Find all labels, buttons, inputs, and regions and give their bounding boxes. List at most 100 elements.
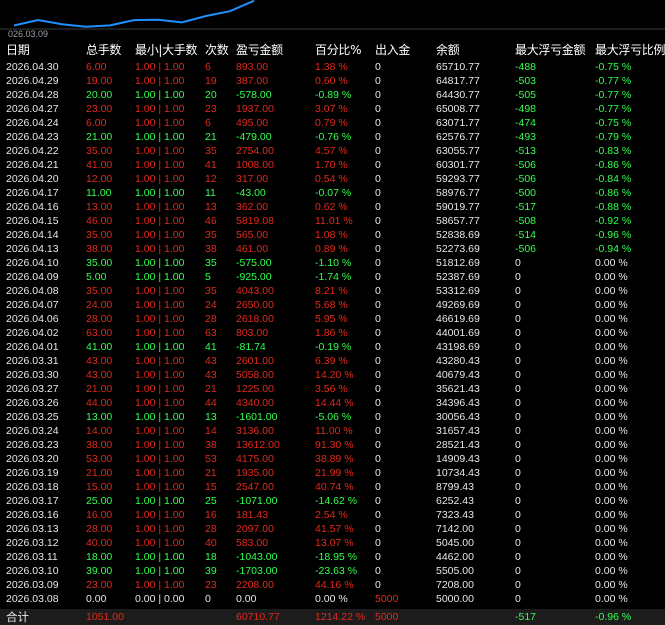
table-row[interactable]: 2026.03.31 43.00 1.00 | 1.00 43 2601.00 6.39 … xyxy=(0,354,665,368)
row-pnl: 181.43 xyxy=(236,509,269,521)
row-percent: 0.60 % xyxy=(315,75,348,87)
table-row[interactable]: 2026.04.30 6.00 1.00 | 1.00 6 893.00 1.38 % 0 6… xyxy=(0,60,665,74)
header-date[interactable]: 日期 xyxy=(6,43,30,57)
table-row[interactable]: 2026.03.17 25.00 1.00 | 1.00 25 -1071.00 -14.… xyxy=(0,494,665,508)
table-row[interactable]: 2026.03.27 21.00 1.00 | 1.00 21 1225.00 3.56 … xyxy=(0,382,665,396)
row-date: 2026.03.25 xyxy=(6,411,59,423)
row-total-lots: 40.00 xyxy=(86,537,113,549)
table-row[interactable]: 2026.03.12 40.00 1.00 | 1.00 40 583.00 13.07 … xyxy=(0,536,665,550)
row-count: 19 xyxy=(205,75,217,87)
row-min-max-lots: 1.00 | 1.00 xyxy=(135,495,185,507)
table-row[interactable]: 2026.04.21 41.00 1.00 | 1.00 41 1008.00 1.70 … xyxy=(0,158,665,172)
table-row[interactable]: 2026.04.22 35.00 1.00 | 1.00 35 2754.00 4.57 … xyxy=(0,144,665,158)
table-row[interactable]: 2026.04.02 63.00 1.00 | 1.00 63 803.00 1.86 %… xyxy=(0,326,665,340)
table-row[interactable]: 2026.04.08 35.00 1.00 | 1.00 35 4043.00 8.21 … xyxy=(0,284,665,298)
row-max-drawdown: 0 xyxy=(515,411,521,423)
row-count: 21 xyxy=(205,467,217,479)
table-row[interactable]: 2026.03.26 44.00 1.00 | 1.00 44 4340.00 14.44… xyxy=(0,396,665,410)
row-min-max-lots: 1.00 | 1.00 xyxy=(135,257,185,269)
table-row[interactable]: 2026.04.28 20.00 1.00 | 1.00 20 -578.00 -0.89… xyxy=(0,88,665,102)
row-percent: 2.54 % xyxy=(315,509,348,521)
row-percent: -0.76 % xyxy=(315,131,352,143)
header-max-drawdown[interactable]: 最大浮亏金额 xyxy=(515,43,586,57)
row-total-lots: 35.00 xyxy=(86,229,113,241)
row-deposit: 0 xyxy=(375,187,381,199)
table-row[interactable]: 2026.03.11 18.00 1.00 | 1.00 18 -1043.00 -18.… xyxy=(0,550,665,564)
row-total-lots: 53.00 xyxy=(86,453,113,465)
row-count: 41 xyxy=(205,159,217,171)
row-max-drawdown-pct: 0.00 % xyxy=(595,565,628,577)
table-row[interactable]: 2026.04.29 19.00 1.00 | 1.00 19 387.00 0.60 %… xyxy=(0,74,665,88)
table-row[interactable]: 2026.03.10 39.00 1.00 | 1.00 39 -1703.00 -23.… xyxy=(0,564,665,578)
header-total-lots[interactable]: 总手数 xyxy=(86,43,122,57)
table-row[interactable]: 2026.04.17 11.00 1.00 | 1.00 11 -43.00 -0.07 … xyxy=(0,186,665,200)
total-row: 合计 1051.00 60710.77 1214.22 % 5000 -517 … xyxy=(0,609,665,625)
row-max-drawdown: 0 xyxy=(515,341,521,353)
row-balance: 58976.77 xyxy=(436,187,480,199)
row-count: 28 xyxy=(205,313,217,325)
row-percent: 6.39 % xyxy=(315,355,348,367)
table-row[interactable]: 2026.04.10 35.00 1.00 | 1.00 35 -575.00 -1.10… xyxy=(0,256,665,270)
equity-chart: 026.03.09 xyxy=(0,0,665,40)
row-max-drawdown: 0 xyxy=(515,369,521,381)
row-percent: 21.99 % xyxy=(315,467,354,479)
row-pnl: 387.00 xyxy=(236,75,269,87)
row-min-max-lots: 1.00 | 1.00 xyxy=(135,145,185,157)
header-deposit[interactable]: 出入金 xyxy=(375,43,411,57)
table-row[interactable]: 2026.04.14 35.00 1.00 | 1.00 35 565.00 1.08 %… xyxy=(0,228,665,242)
table-row[interactable]: 2026.04.27 23.00 1.00 | 1.00 23 1937.00 3.07 … xyxy=(0,102,665,116)
table-row[interactable]: 2026.03.20 53.00 1.00 | 1.00 53 4175.00 38.89… xyxy=(0,452,665,466)
row-pnl: 1937.00 xyxy=(236,103,274,115)
table-row[interactable]: 2026.04.15 46.00 1.00 | 1.00 46 5819.08 11.01… xyxy=(0,214,665,228)
row-total-lots: 20.00 xyxy=(86,89,113,101)
row-deposit: 0 xyxy=(375,61,381,73)
row-balance: 7323.43 xyxy=(436,509,474,521)
row-percent: 13.07 % xyxy=(315,537,354,549)
row-max-drawdown-pct: -0.75 % xyxy=(595,117,632,129)
row-deposit: 0 xyxy=(375,131,381,143)
table-row[interactable]: 2026.03.16 16.00 1.00 | 1.00 16 181.43 2.54 %… xyxy=(0,508,665,522)
row-max-drawdown-pct: 0.00 % xyxy=(595,257,628,269)
table-row[interactable]: 2026.04.24 6.00 1.00 | 1.00 6 495.00 0.79 % 0 6… xyxy=(0,116,665,130)
table-row[interactable]: 2026.04.06 28.00 1.00 | 1.00 28 2618.00 5.95 … xyxy=(0,312,665,326)
table-row[interactable]: 2026.04.07 24.00 1.00 | 1.00 24 2650.00 5.68 … xyxy=(0,298,665,312)
row-max-drawdown: 0 xyxy=(515,537,521,549)
row-date: 2026.03.09 xyxy=(6,579,59,591)
header-min-max-lots[interactable]: 最小|大手数 xyxy=(135,43,198,57)
row-pnl: -578.00 xyxy=(236,89,272,101)
row-deposit: 0 xyxy=(375,439,381,451)
row-date: 2026.04.23 xyxy=(6,131,59,143)
table-row[interactable]: 2026.03.08 0.00 0.00 | 0.00 0 0.00 0.00 % 5000… xyxy=(0,592,665,606)
table-row[interactable]: 2026.03.23 38.00 1.00 | 1.00 38 13612.00 91.3… xyxy=(0,438,665,452)
header-max-drawdown-pct[interactable]: 最大浮亏比例 xyxy=(595,43,665,57)
row-max-drawdown-pct: -0.77 % xyxy=(595,89,632,101)
table-row[interactable]: 2026.03.09 23.00 1.00 | 1.00 23 2208.00 44.16… xyxy=(0,578,665,592)
row-deposit: 0 xyxy=(375,299,381,311)
table-row[interactable]: 2026.03.24 14.00 1.00 | 1.00 14 3136.00 11.00… xyxy=(0,424,665,438)
row-count: 43 xyxy=(205,369,217,381)
table-row[interactable]: 2026.03.25 13.00 1.00 | 1.00 13 -1601.00 -5.0… xyxy=(0,410,665,424)
header-balance[interactable]: 余额 xyxy=(436,43,460,57)
table-row[interactable]: 2026.03.30 43.00 1.00 | 1.00 43 5058.00 14.20… xyxy=(0,368,665,382)
header-pnl[interactable]: 盈亏金额 xyxy=(236,43,283,57)
row-pnl: 4340.00 xyxy=(236,397,274,409)
table-row[interactable]: 2026.03.13 28.00 1.00 | 1.00 28 2097.00 41.57… xyxy=(0,522,665,536)
row-date: 2026.04.07 xyxy=(6,299,59,311)
row-max-drawdown-pct: 0.00 % xyxy=(595,425,628,437)
row-count: 41 xyxy=(205,341,217,353)
header-percent[interactable]: 百分比% xyxy=(315,43,362,57)
row-date: 2026.04.22 xyxy=(6,145,59,157)
row-total-lots: 38.00 xyxy=(86,439,113,451)
table-row[interactable]: 2026.04.23 21.00 1.00 | 1.00 21 -479.00 -0.76… xyxy=(0,130,665,144)
row-total-lots: 5.00 xyxy=(86,271,107,283)
row-min-max-lots: 1.00 | 1.00 xyxy=(135,369,185,381)
row-date: 2026.03.11 xyxy=(6,551,58,563)
table-row[interactable]: 2026.04.01 41.00 1.00 | 1.00 41 -81.74 -0.19 … xyxy=(0,340,665,354)
table-row[interactable]: 2026.04.20 12.00 1.00 | 1.00 12 317.00 0.54 %… xyxy=(0,172,665,186)
table-row[interactable]: 2026.04.16 13.00 1.00 | 1.00 13 362.00 0.62 %… xyxy=(0,200,665,214)
header-count[interactable]: 次数 xyxy=(205,43,229,57)
table-row[interactable]: 2026.04.09 5.00 1.00 | 1.00 5 -925.00 -1.74 %… xyxy=(0,270,665,284)
table-row[interactable]: 2026.03.19 21.00 1.00 | 1.00 21 1935.00 21.99… xyxy=(0,466,665,480)
table-row[interactable]: 2026.03.18 15.00 1.00 | 1.00 15 2547.00 40.74… xyxy=(0,480,665,494)
table-row[interactable]: 2026.04.13 38.00 1.00 | 1.00 38 461.00 0.89 %… xyxy=(0,242,665,256)
